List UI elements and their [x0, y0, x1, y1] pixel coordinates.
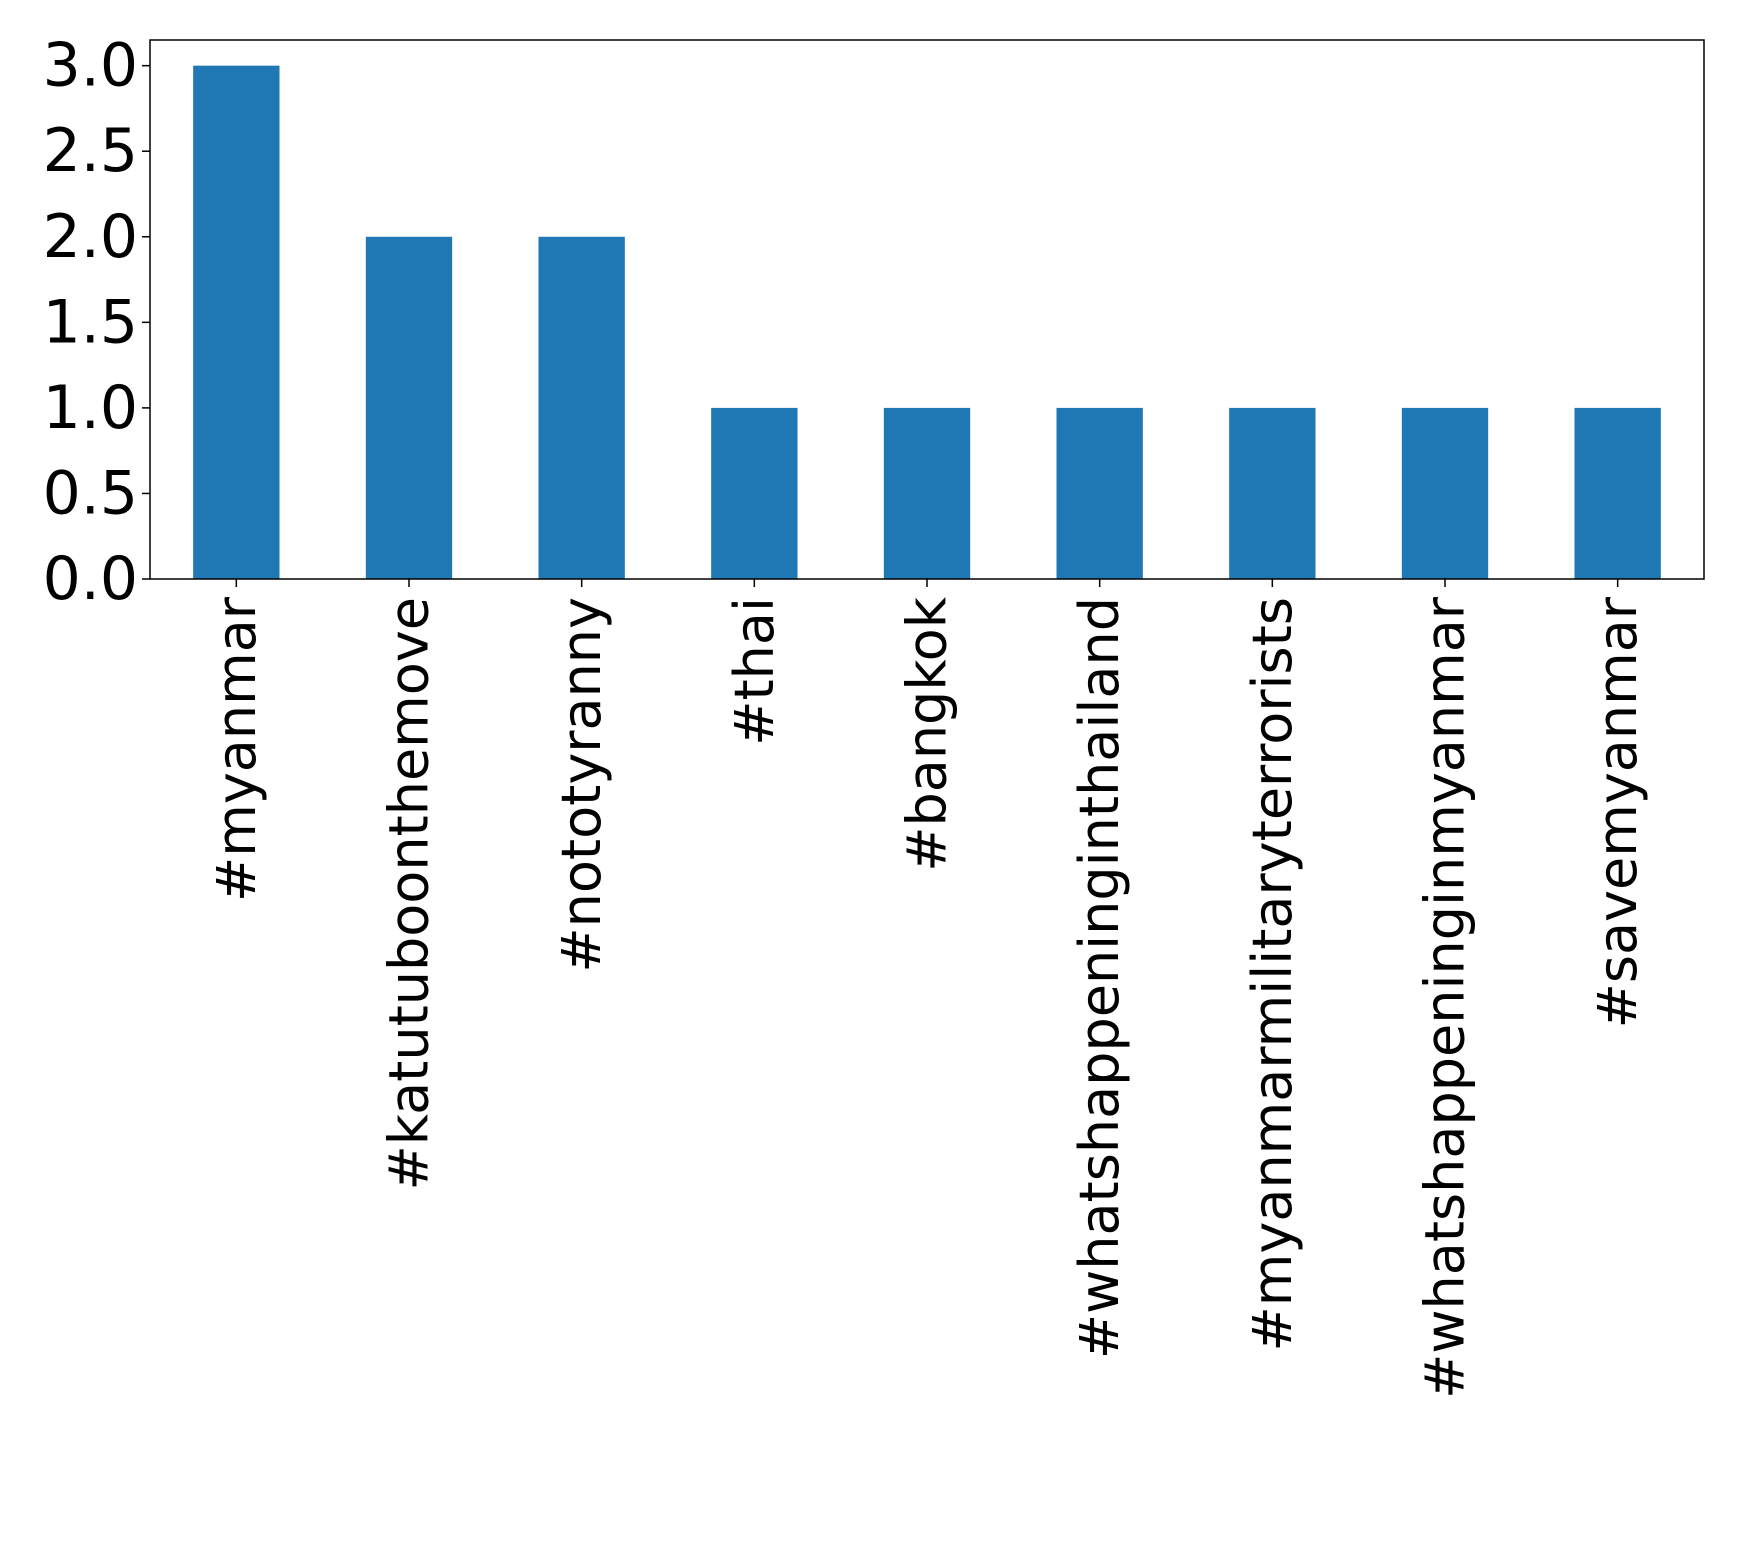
x-tick-label: #whatshappeninginthailand	[1068, 597, 1131, 1359]
bar-nototyranny	[538, 236, 625, 579]
x-tick-label: #katutuboonthemove	[378, 597, 441, 1190]
y-axis: 0.0 0.5 1.0 1.5 2.0 2.5 3.0	[43, 31, 150, 614]
bar-bangkok	[883, 407, 971, 579]
y-tick-label: 2.5	[43, 116, 138, 186]
bar-whatshappeninginthailand	[1056, 407, 1143, 579]
bar-myanmarmilitaryterrorists	[1229, 407, 1316, 579]
x-tick-label: #thai	[723, 597, 786, 746]
y-tick-label: 0.5	[43, 458, 138, 528]
bar-savemyanmar	[1574, 407, 1661, 579]
bar-whatshappeninginmyanmar	[1401, 407, 1489, 579]
x-tick-label: #bangkok	[896, 596, 959, 872]
plot-area-frame	[149, 39, 1705, 580]
y-tick-label: 3.0	[43, 31, 138, 101]
y-tick-label: 1.5	[43, 287, 138, 357]
bar-thai	[711, 407, 798, 579]
bar-myanmar	[193, 65, 280, 579]
x-tick-label: #myanmarmilitaryterrorists	[1241, 597, 1304, 1351]
x-tick-label: #whatshappeninginmyanmar	[1414, 596, 1477, 1399]
y-tick-label: 2.0	[43, 202, 138, 272]
bars-layer	[193, 65, 1661, 579]
bar-katutuboonthemove	[365, 236, 453, 579]
x-tick-label: #myanmar	[205, 596, 268, 902]
x-tick-label: #savemyanmar	[1586, 596, 1649, 1028]
x-axis: #myanmar #katutuboonthemove #nototyranny #t…	[205, 579, 1649, 1399]
y-tick-label: 1.0	[43, 373, 138, 443]
x-tick-label: #nototyranny	[550, 597, 613, 973]
y-tick-label: 0.0	[43, 544, 138, 614]
